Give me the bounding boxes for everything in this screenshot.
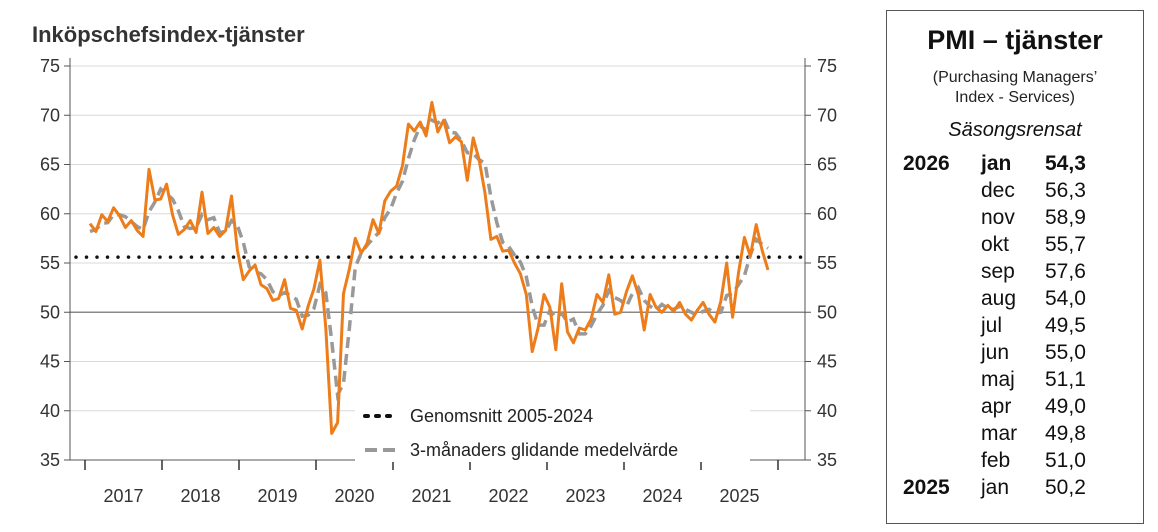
panel-value-list: 2026 jan 54,3 dec 56,3 nov 58,9 okt 55,7 sep 57,6 a… [887, 152, 1143, 503]
x-tick-label-year: 2024 [642, 486, 682, 506]
panel-row: maj 51,1 [887, 368, 1143, 395]
chart-title: Inköpschefsindex-tjänster [32, 22, 305, 47]
x-tick-label-year: 2017 [103, 486, 143, 506]
panel-row-month: okt [981, 233, 1010, 256]
pmi-line [88, 100, 770, 435]
panel-title: PMI – tjänster [927, 25, 1103, 55]
x-tick-label-year: 2025 [719, 486, 759, 506]
y-tick-label-left: 75 [40, 56, 60, 76]
panel-row-year: 2025 [903, 476, 950, 499]
y-tick-label-left: 35 [40, 450, 60, 470]
y-tick-label-left: 50 [40, 302, 60, 322]
y-tick-label-right: 45 [817, 352, 837, 372]
y-tick-label-left: 60 [40, 204, 60, 224]
panel-row-value: 56,3 [1045, 179, 1086, 202]
y-tick-label-right: 50 [817, 302, 837, 322]
panel-row: sep 57,6 [887, 260, 1143, 287]
panel-row-value: 55,7 [1045, 233, 1086, 256]
panel-row: jun 55,0 [887, 341, 1143, 368]
panel-row-month: aug [981, 287, 1017, 310]
panel-row-value: 55,0 [1045, 341, 1086, 364]
pmi-line-chart: 35 35 40 40 45 45 50 50 55 55 60 60 65 65 70 70 75 75 2017… [40, 56, 837, 506]
y-tick-label-right: 60 [817, 204, 837, 224]
y-tick-label-right: 55 [817, 253, 837, 273]
panel-subtitle-line2: Index - Services) [954, 89, 1076, 106]
panel-row: 2026 jan 54,3 [887, 152, 1143, 179]
x-tick-label-year: 2018 [180, 486, 220, 506]
y-tick-label-left: 70 [40, 105, 60, 125]
panel-row: jul 49,5 [887, 314, 1143, 341]
panel-row-value: 51,1 [1045, 368, 1086, 391]
panel-row: aug 54,0 [887, 287, 1143, 314]
panel-row-value: 49,8 [1045, 422, 1086, 445]
y-tick-label-left: 65 [40, 155, 60, 175]
y-tick-label-left: 40 [40, 401, 60, 421]
panel-seasonal-adjustment: Säsongsrensat [948, 119, 1082, 141]
x-tick-label-year: 2019 [257, 486, 297, 506]
panel-row: nov 58,9 [887, 206, 1143, 233]
y-tick-label-right: 75 [817, 56, 837, 76]
panel-row-month: jul [981, 314, 1003, 337]
pmi-summary-panel: PMI – tjänster (Purchasing Managers’ Ind… [886, 10, 1144, 524]
panel-row-month: jun [981, 341, 1010, 364]
panel-row-value: 49,0 [1045, 395, 1086, 418]
panel-subtitle-line1: (Purchasing Managers’ [932, 69, 1098, 86]
panel-row: okt 55,7 [887, 233, 1143, 260]
y-tick-label-left: 55 [40, 253, 60, 273]
panel-row-value: 50,2 [1045, 476, 1086, 499]
panel-row-month: apr [981, 395, 1012, 418]
legend: Genomsnitt 2005-2024 3-månaders glidande… [355, 398, 750, 462]
panel-row-value: 58,9 [1045, 206, 1086, 229]
y-tick-label-right: 40 [817, 401, 837, 421]
x-tick-label-year: 2021 [411, 486, 451, 506]
panel-row-value: 54,3 [1045, 152, 1086, 175]
panel-row-month: dec [981, 179, 1015, 202]
legend-average-label: Genomsnitt 2005-2024 [410, 406, 593, 426]
panel-row-month: nov [981, 206, 1015, 229]
panel-row-month: mar [981, 422, 1018, 445]
y-tick-label-right: 35 [817, 450, 837, 470]
moving-average-line [89, 115, 769, 402]
panel-row: apr 49,0 [887, 395, 1143, 422]
legend-moving-average-label: 3-månaders glidande medelvärde [410, 440, 678, 460]
panel-row-value: 51,0 [1045, 449, 1086, 472]
panel-row-month: jan [981, 152, 1012, 175]
panel-row: 2025 jan 50,2 [887, 476, 1143, 503]
panel-row-month: jan [981, 476, 1010, 499]
panel-row: feb 51,0 [887, 449, 1143, 476]
panel-row-year: 2026 [903, 152, 950, 175]
panel-row-value: 54,0 [1045, 287, 1086, 310]
panel-row-value: 49,5 [1045, 314, 1086, 337]
legend-background [355, 398, 750, 462]
panel-row-month: feb [981, 449, 1011, 472]
panel-row-month: maj [981, 368, 1015, 391]
panel-row-value: 57,6 [1045, 260, 1086, 283]
y-tick-label-left: 45 [40, 352, 60, 372]
panel-row-month: sep [981, 260, 1015, 283]
x-tick-label-year: 2020 [334, 486, 374, 506]
x-tick-label-year: 2022 [488, 486, 528, 506]
y-tick-label-right: 70 [817, 105, 837, 125]
x-tick-label-year: 2023 [565, 486, 605, 506]
panel-row: dec 56,3 [887, 179, 1143, 206]
y-tick-label-right: 65 [817, 155, 837, 175]
panel-row: mar 49,8 [887, 422, 1143, 449]
